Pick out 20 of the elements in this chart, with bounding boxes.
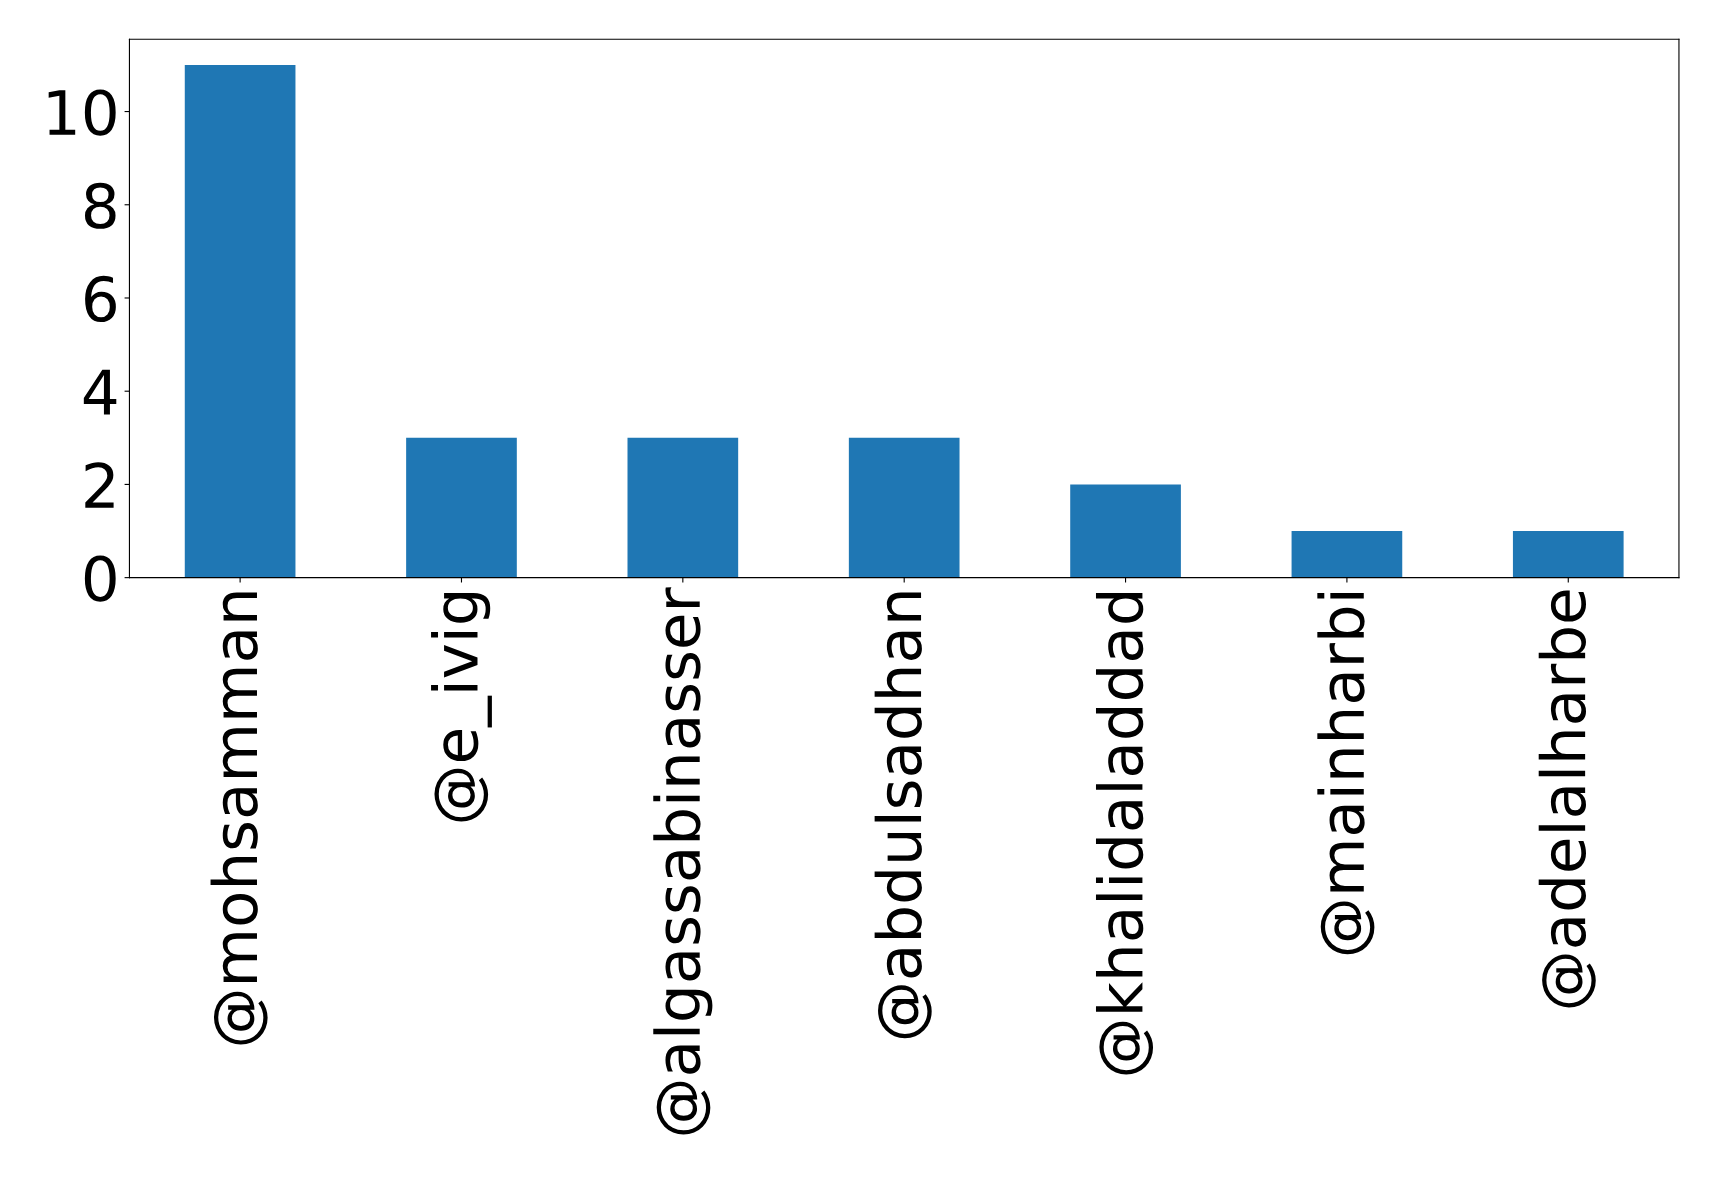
y-tick-label: 0 — [84, 555, 116, 602]
bar — [184, 64, 296, 578]
x-tick-label: @adelalharbe — [1538, 590, 1596, 1008]
y-tick-label: 8 — [84, 182, 116, 229]
bar — [406, 437, 517, 578]
x-tick-label: @abdulsadhan — [874, 592, 932, 1039]
x-tick-label: @algassabinasser — [653, 587, 713, 1135]
bar — [1070, 484, 1181, 578]
x-tick-label: @mainharbi — [1317, 593, 1375, 955]
y-tick-label: 4 — [83, 369, 117, 415]
bar — [848, 437, 960, 578]
x-tick-label: @mohsamman — [210, 592, 268, 1045]
x-tick-label: @khalidaladdad — [1095, 592, 1154, 1075]
bar — [1291, 531, 1403, 578]
y-tick-label: 10 — [48, 89, 116, 136]
bar — [1512, 531, 1624, 578]
y-tick-label: 6 — [85, 275, 116, 323]
y-tick-label: 2 — [85, 462, 114, 508]
bar — [627, 437, 739, 578]
x-tick-label: @e_ivig — [431, 592, 492, 822]
